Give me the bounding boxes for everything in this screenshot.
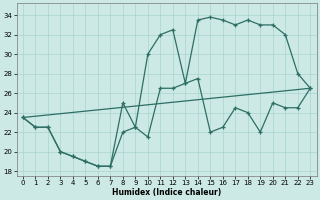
X-axis label: Humidex (Indice chaleur): Humidex (Indice chaleur) — [112, 188, 221, 197]
